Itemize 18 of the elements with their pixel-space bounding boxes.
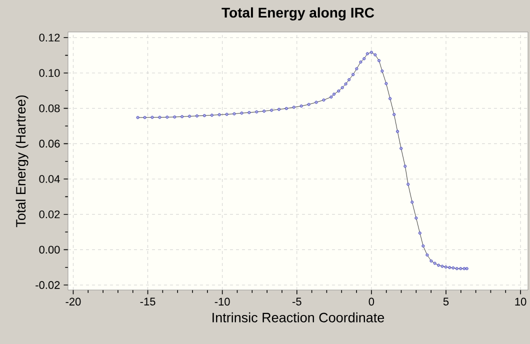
- x-tick-label: 10: [515, 298, 526, 306]
- y-tick-label: 0.06: [39, 140, 60, 148]
- y-tick-label: 0.00: [39, 246, 60, 254]
- y-tick-label: 0.10: [39, 69, 60, 77]
- y-tick-label: 0.02: [39, 210, 60, 218]
- x-tick-label: 5: [443, 298, 449, 306]
- x-tick-label: -5: [292, 298, 302, 306]
- x-tick-label: 0: [368, 298, 374, 306]
- y-tick-label: 0.04: [39, 175, 60, 183]
- x-tick-label: -20: [66, 298, 81, 306]
- x-tick-label: -10: [214, 298, 230, 306]
- y-axis-title: Total Energy (Hartree): [16, 95, 28, 228]
- y-tick-label: 0.12: [39, 34, 60, 42]
- chart-title: Total Energy along IRC: [222, 7, 374, 20]
- y-tick-label: -0.02: [36, 281, 60, 289]
- x-tick-label: -15: [140, 298, 156, 306]
- x-axis-title: Intrinsic Reaction Coordinate: [212, 312, 384, 322]
- y-tick-label: 0.08: [39, 104, 60, 112]
